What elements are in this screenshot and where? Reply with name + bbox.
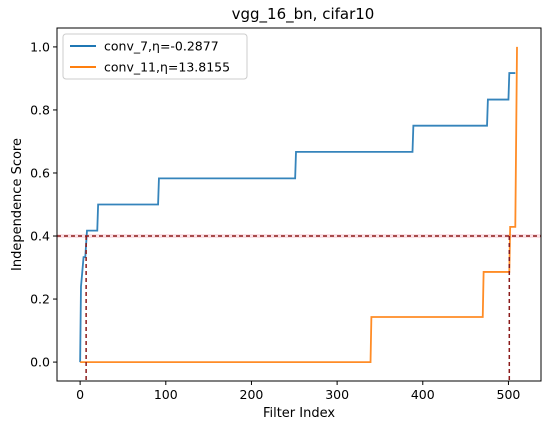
legend: conv_7,η=-0.2877 conv_11,η=13.8155 [62, 33, 248, 80]
y-tick-label: 0.2 [30, 292, 50, 307]
y-tick-label: 0.4 [30, 229, 50, 244]
x-tick-label: 100 [154, 387, 178, 402]
x-tick-label: 400 [411, 387, 435, 402]
legend-label-conv11: conv_11,η=13.8155 [104, 60, 230, 75]
x-tick-label: 0 [76, 387, 84, 402]
series-line-1 [80, 46, 518, 363]
y-tick-label: 0.0 [30, 355, 50, 370]
legend-box [62, 33, 248, 80]
y-axis-label: Independence Score [10, 138, 25, 271]
x-tick-label: 500 [497, 387, 521, 402]
y-tick-label: 0.8 [30, 102, 50, 117]
plot-frame [56, 27, 542, 382]
x-axis: 0 100 200 300 400 500 [76, 381, 520, 402]
y-axis: 0.0 0.2 0.4 0.6 0.8 1.0 [30, 39, 57, 370]
x-tick-label: 300 [325, 387, 349, 402]
chart-title: vgg_16_bn, cifar10 [232, 5, 375, 24]
y-tick-label: 1.0 [30, 39, 50, 54]
x-axis-label: Filter Index [263, 406, 335, 421]
series-line-0 [79, 72, 516, 363]
legend-label-conv7: conv_7,η=-0.2877 [104, 39, 219, 54]
y-tick-label: 0.6 [30, 165, 50, 180]
x-tick-label: 200 [240, 387, 264, 402]
plot-area [57, 46, 541, 381]
